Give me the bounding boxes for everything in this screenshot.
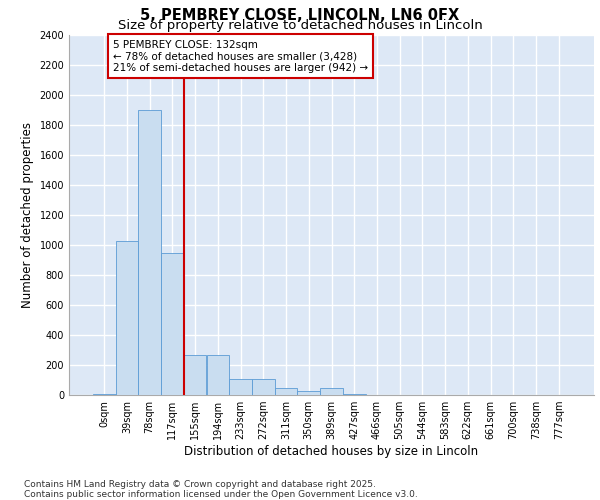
Bar [343, 394, 365, 395]
Bar [184, 354, 206, 395]
Text: Contains HM Land Registry data © Crown copyright and database right 2025.
Contai: Contains HM Land Registry data © Crown c… [24, 480, 418, 499]
Bar [275, 388, 298, 395]
Bar [116, 242, 139, 395]
Y-axis label: Number of detached properties: Number of detached properties [21, 122, 34, 308]
Bar [161, 252, 184, 395]
Text: Size of property relative to detached houses in Lincoln: Size of property relative to detached ho… [118, 19, 482, 32]
Bar [298, 390, 320, 395]
Bar [320, 388, 343, 395]
Bar [139, 110, 161, 395]
Bar [206, 354, 229, 395]
Bar [93, 394, 116, 395]
X-axis label: Distribution of detached houses by size in Lincoln: Distribution of detached houses by size … [184, 445, 479, 458]
Text: 5, PEMBREY CLOSE, LINCOLN, LN6 0FX: 5, PEMBREY CLOSE, LINCOLN, LN6 0FX [140, 8, 460, 22]
Text: 5 PEMBREY CLOSE: 132sqm
← 78% of detached houses are smaller (3,428)
21% of semi: 5 PEMBREY CLOSE: 132sqm ← 78% of detache… [113, 40, 368, 72]
Bar [229, 378, 252, 395]
Bar [252, 378, 275, 395]
